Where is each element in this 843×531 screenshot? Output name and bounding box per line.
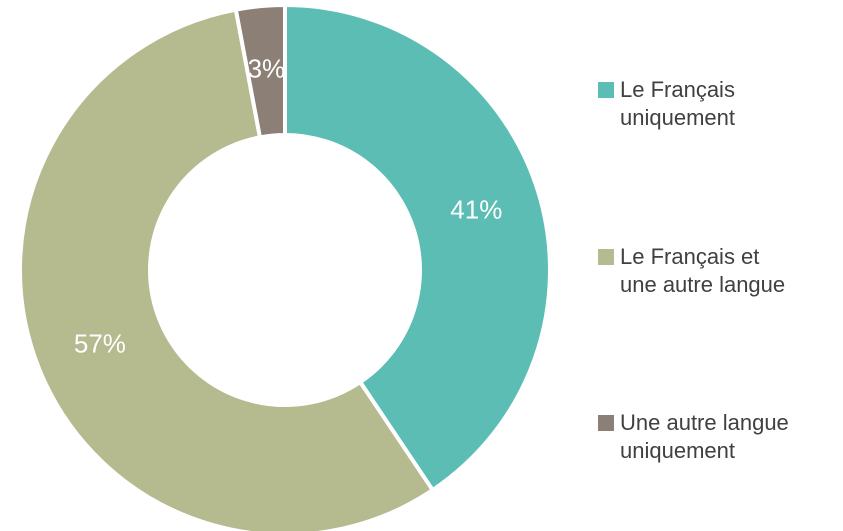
legend-swatch	[598, 82, 614, 98]
data-label: 41%	[450, 195, 502, 225]
legend-label: Le Français uniquement	[620, 77, 735, 130]
legend-swatch	[598, 249, 614, 265]
donut-slice	[233, 2, 287, 140]
legend-label: Le Français et une autre langue	[620, 244, 786, 297]
data-label: 3%	[248, 54, 286, 84]
donut-slice	[18, 7, 436, 531]
legend-swatch	[598, 415, 614, 431]
legend-label: Une autre langue uniquement	[620, 410, 789, 463]
data-label: 57%	[74, 329, 126, 359]
donut-slice	[283, 2, 552, 493]
